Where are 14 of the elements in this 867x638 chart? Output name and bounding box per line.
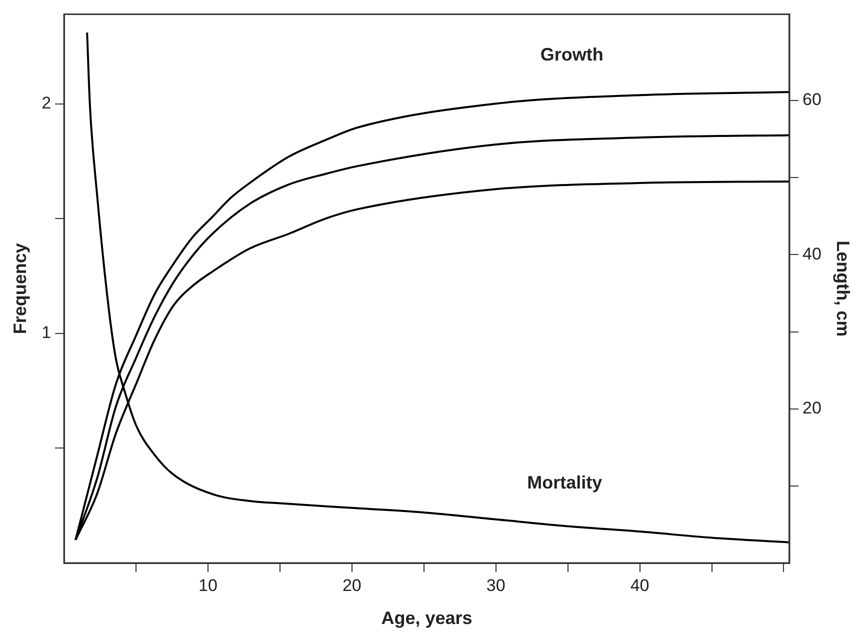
annotation: Mortality <box>527 472 602 492</box>
y-tick-label: 2 <box>42 93 52 112</box>
y-axis-title: Frequency <box>10 243 30 334</box>
y2-axis-title: Length, cm <box>833 240 854 337</box>
y2-tick-label: 60 <box>802 90 822 110</box>
x-tick-label: 10 <box>198 576 218 595</box>
x-tick-label: 40 <box>630 576 650 595</box>
y2-tick-label: 40 <box>802 244 822 264</box>
x-axis-title: Age, years <box>381 608 472 628</box>
annotation: Growth <box>540 44 604 64</box>
y2-tick-label: 20 <box>802 398 822 418</box>
x-tick-label: 30 <box>486 576 506 595</box>
x-tick-label: 20 <box>342 576 362 595</box>
y-tick-label: 1 <box>42 323 52 342</box>
